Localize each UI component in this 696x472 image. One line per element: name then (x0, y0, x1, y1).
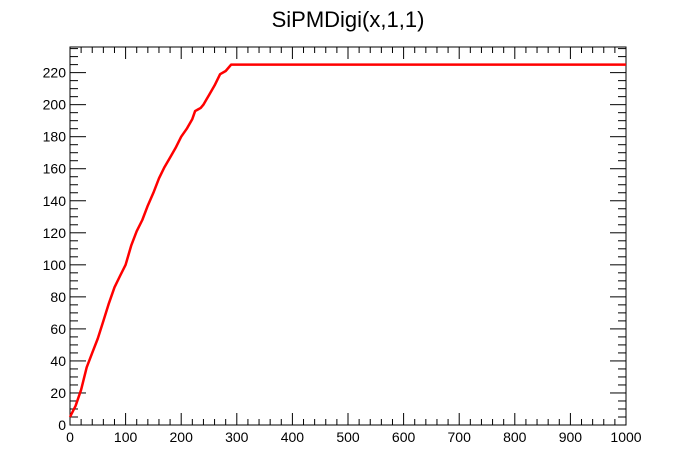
chart-title: SiPMDigi(x,1,1) (272, 7, 425, 32)
y-tick-label: 0 (58, 417, 66, 433)
series-layer (68, 63, 626, 418)
y-tick-label: 100 (43, 257, 67, 273)
y-tick-label: 180 (43, 129, 67, 145)
y-tick-label: 40 (50, 353, 66, 369)
x-tick-label: 300 (225, 429, 249, 445)
x-tick-label: 0 (66, 429, 74, 445)
y-tick-label: 60 (50, 321, 66, 337)
y-tick-label: 120 (43, 225, 67, 241)
series-line (68, 63, 626, 418)
plot-frame (69, 46, 627, 426)
x-tick-label: 900 (559, 429, 583, 445)
x-tick-label: 1000 (610, 429, 641, 445)
x-tick-label: 600 (392, 429, 416, 445)
y-axis: 0 20 40 60 80 100 120 140 160 180 200 220 (43, 48, 626, 433)
y-tick-label: 140 (43, 193, 67, 209)
y-tick-label: 80 (50, 289, 66, 305)
x-axis: 0 100 200 300 400 500 600 700 800 900 1000 (66, 47, 642, 445)
y-tick-label: 220 (43, 65, 67, 81)
x-tick-label: 700 (448, 429, 472, 445)
x-tick-label: 100 (114, 429, 138, 445)
x-tick-label: 800 (503, 429, 527, 445)
y-tick-label: 160 (43, 161, 67, 177)
x-tick-label: 400 (281, 429, 305, 445)
y-tick-label: 20 (50, 385, 66, 401)
y-tick-label: 200 (43, 97, 67, 113)
x-tick-label: 500 (336, 429, 360, 445)
x-tick-label: 200 (170, 429, 194, 445)
